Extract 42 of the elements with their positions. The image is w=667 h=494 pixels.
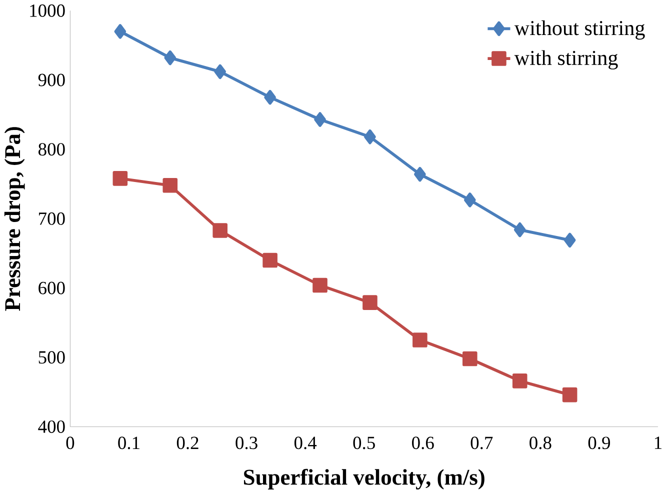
point [564, 232, 576, 248]
x-tick-label: 0.3 [236, 436, 258, 450]
y-tick-label: 600 [38, 282, 65, 294]
point [364, 129, 376, 144]
point [212, 223, 228, 238]
y-tick-label: 400 [38, 420, 65, 433]
point [562, 387, 578, 402]
y-tick-label: 500 [38, 351, 65, 364]
y-tick-label: 900 [38, 74, 65, 86]
point [412, 332, 428, 348]
point [464, 192, 476, 208]
point [264, 90, 276, 105]
point [114, 24, 126, 39]
legend-label: without stirring [514, 20, 645, 40]
x-tick-label: 0.7 [470, 436, 493, 450]
x-tick-label: 0.5 [353, 436, 375, 450]
point [214, 64, 226, 80]
point [314, 112, 326, 127]
point [514, 222, 526, 238]
x-tick-label: 0.2 [176, 436, 198, 450]
point [414, 166, 426, 182]
x-tick-label: 0.4 [294, 436, 317, 450]
point [312, 278, 328, 293]
x-tick-label: 0.1 [118, 436, 140, 450]
point [164, 50, 176, 66]
x-tick-label: 1 [654, 436, 662, 449]
x-tick-label: 0 [66, 436, 74, 450]
point [162, 178, 178, 193]
x-axis-title: Superficial velocity, (m/s) [244, 468, 484, 490]
x-tick-label: 0.8 [530, 436, 552, 450]
y-tick-label: 1000 [30, 4, 65, 17]
y-tick-label: 800 [38, 143, 65, 156]
y-tick-label: 700 [39, 212, 65, 225]
point [112, 171, 128, 186]
x-tick-label: 0.6 [412, 436, 434, 450]
y-axis-title: Pressure drop, (Pa) [4, 127, 25, 311]
legend-label: with stirring [514, 50, 618, 70]
x-tick-label: 0.9 [588, 436, 610, 450]
point [512, 374, 528, 388]
point [262, 252, 278, 268]
point [462, 351, 478, 366]
point [362, 295, 378, 310]
